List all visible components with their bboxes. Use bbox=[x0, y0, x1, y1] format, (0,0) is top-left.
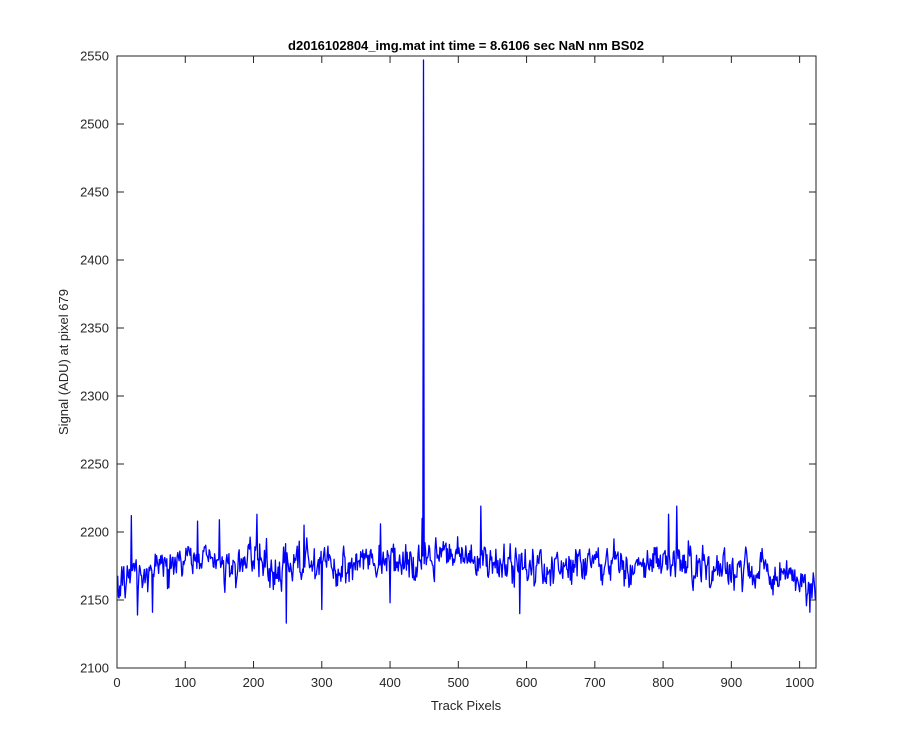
x-tick-label: 800 bbox=[652, 675, 674, 690]
y-tick-label: 2250 bbox=[80, 457, 109, 472]
x-tick-label: 100 bbox=[174, 675, 196, 690]
y-tick-label: 2300 bbox=[80, 389, 109, 404]
y-axis: 2100 2150 2200 2250 2300 2350 2400 2450 2500 2550 bbox=[80, 49, 816, 676]
x-tick-label: 1000 bbox=[785, 675, 814, 690]
y-tick-label: 2550 bbox=[80, 49, 109, 64]
x-tick-label: 500 bbox=[447, 675, 469, 690]
x-tick-label: 700 bbox=[584, 675, 606, 690]
plot-frame bbox=[116, 55, 817, 669]
y-tick-label: 2200 bbox=[80, 525, 109, 540]
x-axis: 0 100 200 300 400 500 600 700 800 900 1000 bbox=[113, 56, 814, 690]
y-tick-label: 2150 bbox=[80, 593, 109, 608]
y-tick-label: 2400 bbox=[80, 253, 109, 268]
x-tick-label: 600 bbox=[516, 675, 538, 690]
series-line bbox=[117, 59, 817, 624]
y-tick-label: 2500 bbox=[80, 117, 109, 132]
chart-title: d2016102804_img.mat int time = 8.6106 se… bbox=[288, 38, 644, 53]
plot-background bbox=[117, 56, 816, 668]
x-tick-label: 200 bbox=[243, 675, 265, 690]
x-axis-label: Track Pixels bbox=[431, 698, 502, 713]
x-tick-label: 300 bbox=[311, 675, 333, 690]
y-tick-label: 2100 bbox=[80, 661, 109, 676]
y-tick-label: 2350 bbox=[80, 321, 109, 336]
y-axis-label: Signal (ADU) at pixel 679 bbox=[56, 289, 71, 435]
x-tick-label: 900 bbox=[721, 675, 743, 690]
x-tick-label: 400 bbox=[379, 675, 401, 690]
x-tick-label: 0 bbox=[113, 675, 120, 690]
series-layer bbox=[117, 59, 817, 624]
y-tick-label: 2450 bbox=[80, 185, 109, 200]
